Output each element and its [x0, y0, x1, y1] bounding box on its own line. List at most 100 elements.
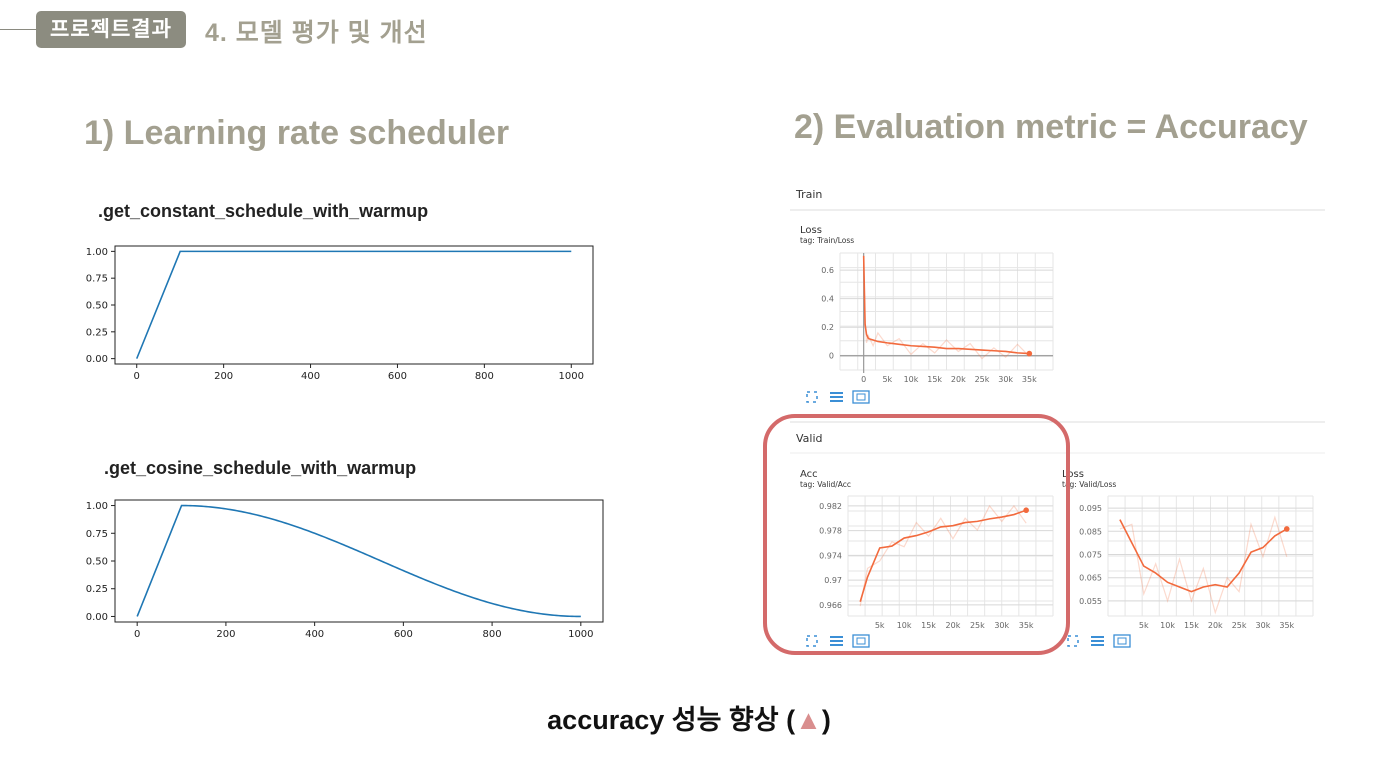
x-tick-label: 15k — [927, 375, 942, 384]
y-tick-label: 0.00 — [86, 612, 108, 623]
fit-domain-icon[interactable] — [852, 390, 870, 404]
train-loss-toolbar — [806, 390, 870, 404]
y-tick-label: 0.2 — [821, 323, 834, 332]
raw-series-line — [863, 258, 1030, 360]
x-tick-label: 200 — [214, 371, 233, 382]
y-tick-label: 0.00 — [86, 354, 108, 365]
y-tick-label: 1.00 — [86, 247, 108, 258]
valid-loss-toolbar — [1067, 634, 1131, 648]
x-tick-label: 1000 — [568, 629, 593, 640]
valid-loss-tag: tag: Valid/Loss — [1062, 480, 1116, 489]
x-tick-label: 600 — [394, 629, 413, 640]
valid-acc-toolbar — [806, 634, 870, 648]
y-tick-label: 0.25 — [86, 584, 108, 595]
y-tick-label: 0.50 — [86, 301, 108, 312]
x-tick-label: 30k — [998, 375, 1013, 384]
y-tick-label: 0.6 — [821, 266, 834, 275]
header-rule — [0, 29, 40, 30]
valid-loss-chart: 0.055 0.065 0.075 0.085 0.095 5k 10k 15k 20k 25k 3… — [1079, 495, 1314, 630]
valid-loss-title: Loss — [1062, 469, 1084, 480]
x-tick-label: 35k — [1279, 621, 1294, 630]
x-tick-label: 600 — [388, 371, 407, 382]
y-tick-label: 0.095 — [1079, 504, 1102, 513]
smoothed-series-line — [862, 255, 1030, 355]
x-tick-label: 35k — [1022, 375, 1037, 384]
y-tick-label: 0.25 — [86, 327, 108, 338]
last-point-marker — [1023, 507, 1029, 514]
slide-title: 4. 모델 평가 및 개선 — [205, 19, 428, 47]
last-point-marker — [1026, 350, 1033, 357]
x-tick-label: 20k — [951, 375, 966, 384]
y-tick-label: 0.974 — [819, 551, 842, 560]
accuracy-highlight-box — [763, 414, 1070, 655]
x-tick-label: 200 — [216, 629, 235, 640]
x-tick-label: 1000 — [559, 371, 584, 382]
x-tick-label: 25k — [975, 375, 990, 384]
x-tick-label: 400 — [301, 371, 320, 382]
x-tick-label: 5k — [882, 375, 892, 384]
x-tick-label: 5k — [875, 621, 885, 630]
y-tick-label: 0.085 — [1079, 527, 1102, 536]
x-tick-label: 25k — [1232, 621, 1247, 630]
y-tick-label: 0.75 — [86, 529, 108, 540]
valid-acc-title: Acc — [800, 469, 818, 480]
valid-acc-tag: tag: Valid/Acc — [800, 480, 851, 489]
smoothed-series-line — [1119, 519, 1288, 593]
y-tick-label: 0.75 — [86, 274, 108, 285]
x-tick-label: 800 — [483, 629, 502, 640]
y-tick-label: 0.966 — [819, 601, 842, 610]
x-tick-label: 10k — [904, 375, 919, 384]
raw-series-line — [859, 504, 1027, 607]
y-tick-label: 1.00 — [86, 501, 108, 512]
list-icon[interactable] — [1091, 636, 1104, 646]
conclusion-text: accuracy 성능 향상 (▲) — [0, 698, 1378, 737]
expand-icon[interactable] — [1067, 635, 1079, 647]
train-loss-title: Loss — [800, 225, 822, 236]
list-icon[interactable] — [830, 636, 843, 646]
evaluation-metric-title: 2) Evaluation metric = Accuracy — [794, 108, 1308, 146]
x-tick-label: 0 — [861, 375, 866, 384]
y-tick-label: 0.075 — [1079, 550, 1102, 559]
valid-section-label: Valid — [796, 432, 823, 445]
constant-schedule-label: .get_constant_schedule_with_warmup — [98, 201, 429, 221]
section-tag: 프로젝트결과 — [36, 11, 186, 48]
x-tick-label: 800 — [475, 371, 494, 382]
x-tick-label: 0 — [134, 371, 140, 382]
series-line — [135, 250, 572, 359]
up-triangle-icon: ▲ — [795, 705, 822, 735]
x-tick-label: 25k — [970, 621, 985, 630]
valid-acc-chart: 0.966 0.97 0.974 0.978 0.982 5k 10k 15k 20k 25k 30… — [819, 495, 1054, 630]
lr-scheduler-title: 1) Learning rate scheduler — [84, 114, 510, 152]
x-tick-label: 5k — [1139, 621, 1149, 630]
y-tick-label: 0.055 — [1079, 597, 1102, 606]
smoothed-series-line — [859, 509, 1027, 603]
raw-series-line — [1119, 515, 1288, 615]
y-tick-label: 0.50 — [86, 557, 108, 568]
y-tick-label: 0.978 — [819, 527, 842, 536]
train-loss-chart: 0 0.2 0.4 0.6 0 5k 10k 15k 20k 25k 30k 35k — [821, 252, 1054, 384]
train-loss-tag: tag: Train/Loss — [800, 236, 854, 245]
conclusion-label: accuracy 성능 향상 ( — [547, 705, 796, 735]
x-tick-label: 20k — [946, 621, 961, 630]
expand-icon[interactable] — [806, 391, 818, 403]
x-tick-label: 10k — [1160, 621, 1175, 630]
expand-icon[interactable] — [806, 635, 818, 647]
x-tick-label: 10k — [897, 621, 912, 630]
fit-domain-icon[interactable] — [852, 634, 870, 648]
conclusion-close: ) — [821, 705, 831, 735]
y-tick-label: 0.065 — [1079, 574, 1102, 583]
cosine-schedule-label: .get_cosine_schedule_with_warmup — [104, 458, 417, 478]
series-line — [136, 504, 581, 618]
last-point-marker — [1283, 526, 1290, 532]
y-tick-label: 0.97 — [824, 576, 842, 585]
fit-domain-icon[interactable] — [1113, 634, 1131, 648]
list-icon[interactable] — [830, 392, 843, 402]
y-tick-label: 0.982 — [819, 502, 842, 511]
x-tick-label: 30k — [994, 621, 1009, 630]
x-tick-label: 35k — [1019, 621, 1034, 630]
y-tick-label: 0 — [829, 352, 834, 361]
x-tick-label: 30k — [1256, 621, 1271, 630]
